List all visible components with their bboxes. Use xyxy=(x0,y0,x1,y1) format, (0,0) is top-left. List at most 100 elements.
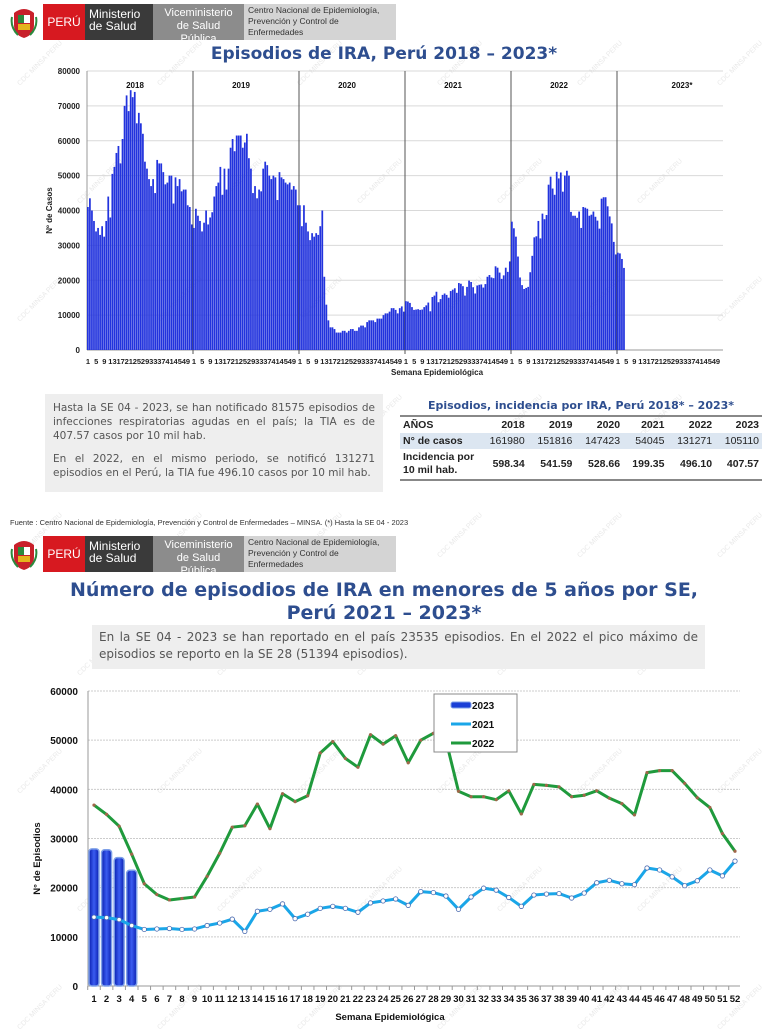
header-logos: PERÚ Ministerio de Salud Viceministerio … xyxy=(8,4,396,45)
bar xyxy=(610,223,613,350)
bar xyxy=(111,173,114,350)
bar xyxy=(598,228,601,350)
bar xyxy=(246,133,248,350)
data-point-2021 xyxy=(380,898,386,904)
bar xyxy=(101,226,104,350)
bar xyxy=(478,284,481,350)
bar xyxy=(382,315,385,350)
bar xyxy=(345,332,348,350)
x-tick-label: 5 xyxy=(518,357,522,366)
bar xyxy=(557,178,560,350)
bar xyxy=(468,280,470,350)
data-point-2022 xyxy=(494,798,498,802)
bar xyxy=(327,320,330,350)
x-tick-label: 17 xyxy=(116,357,124,366)
bar xyxy=(260,191,263,350)
bar xyxy=(229,147,232,350)
bar xyxy=(146,168,148,350)
x-tick-label: 21 xyxy=(125,357,133,366)
x-tick-label: 37 xyxy=(369,357,377,366)
bar xyxy=(349,329,352,350)
bar xyxy=(131,97,134,350)
x-tick-label: 29 xyxy=(459,357,467,366)
bar xyxy=(333,329,336,350)
x-tick-label: 10 xyxy=(202,994,213,1005)
bar xyxy=(352,329,354,350)
bar xyxy=(409,302,411,350)
data-point-2021 xyxy=(707,867,713,873)
bar xyxy=(162,172,165,350)
x-tick-label: 9 xyxy=(526,357,530,366)
bar xyxy=(386,313,389,350)
peru-logo: PERÚ xyxy=(43,536,85,572)
data-point-2022 xyxy=(708,805,712,810)
x-tick-label: 32 xyxy=(478,994,489,1005)
bar xyxy=(614,254,617,350)
bar xyxy=(521,285,523,350)
data-point-2022 xyxy=(532,782,536,787)
bar xyxy=(209,217,212,350)
data-point-2022 xyxy=(343,756,347,760)
x-tick-label: 4 xyxy=(129,994,135,1005)
ministry-logo: Ministerio de Salud xyxy=(85,536,153,572)
legend-swatch xyxy=(450,701,472,709)
x-tick-label: 52 xyxy=(730,994,741,1005)
bar xyxy=(270,179,273,350)
data-point-2022 xyxy=(419,738,423,742)
bar xyxy=(296,205,299,350)
bar xyxy=(243,142,246,350)
data-point-2022 xyxy=(218,851,222,855)
bar xyxy=(299,205,301,350)
bar xyxy=(480,284,483,350)
bar xyxy=(592,211,595,350)
bar xyxy=(207,224,210,350)
x-tick-label: 41 xyxy=(165,357,173,366)
data-point-2021 xyxy=(317,905,323,911)
bar xyxy=(476,285,479,350)
cell: 528.66 xyxy=(587,458,621,470)
x-tick-label: 37 xyxy=(687,357,695,366)
bar xyxy=(319,226,322,350)
summary-paragraph-2: En el 2022, en el mismo periodo, se noti… xyxy=(53,453,375,479)
bar xyxy=(566,170,568,350)
data-point-2022 xyxy=(632,813,637,817)
x-tick-label: 21 xyxy=(340,994,351,1005)
x-tick-label: 27 xyxy=(415,994,426,1005)
y-axis-title: Nº de Casos xyxy=(45,187,54,234)
bar xyxy=(254,186,256,350)
x-tick-label: 26 xyxy=(403,994,414,1005)
bar xyxy=(221,194,224,350)
x-tick-label: 1 xyxy=(616,357,620,366)
x-tick-label: 33 xyxy=(679,357,687,366)
bar xyxy=(233,151,236,350)
bar xyxy=(394,309,397,350)
x-tick-label: 45 xyxy=(704,357,712,366)
bar xyxy=(137,112,140,350)
bar xyxy=(533,237,536,350)
bar xyxy=(602,197,605,350)
bar xyxy=(225,189,228,350)
bar xyxy=(290,189,293,350)
y-tick-label: 20000 xyxy=(50,884,78,895)
bar xyxy=(272,175,275,350)
viceministry-logo: Viceministerio de Salud Pública xyxy=(153,536,244,577)
x-tick-label: 5 xyxy=(94,357,98,366)
bar xyxy=(517,256,519,350)
bar xyxy=(248,158,250,350)
x-tick-label: 17 xyxy=(290,994,301,1005)
x-tick-label: 49 xyxy=(288,357,296,366)
data-point-2022 xyxy=(192,895,197,899)
bar xyxy=(154,193,157,350)
data-point-2021 xyxy=(682,883,688,889)
data-point-2022 xyxy=(544,783,549,787)
watermark-text: CDC MINSA PERU xyxy=(436,511,484,560)
bar xyxy=(176,186,179,350)
bar xyxy=(284,182,287,350)
data-point-2022 xyxy=(570,795,574,799)
x-tick-label: 39 xyxy=(566,994,577,1005)
bar xyxy=(529,272,532,350)
y-tick-label: 60000 xyxy=(58,137,81,146)
y-tick-label: 30000 xyxy=(58,241,81,250)
bar xyxy=(150,186,152,350)
bar xyxy=(250,168,252,350)
